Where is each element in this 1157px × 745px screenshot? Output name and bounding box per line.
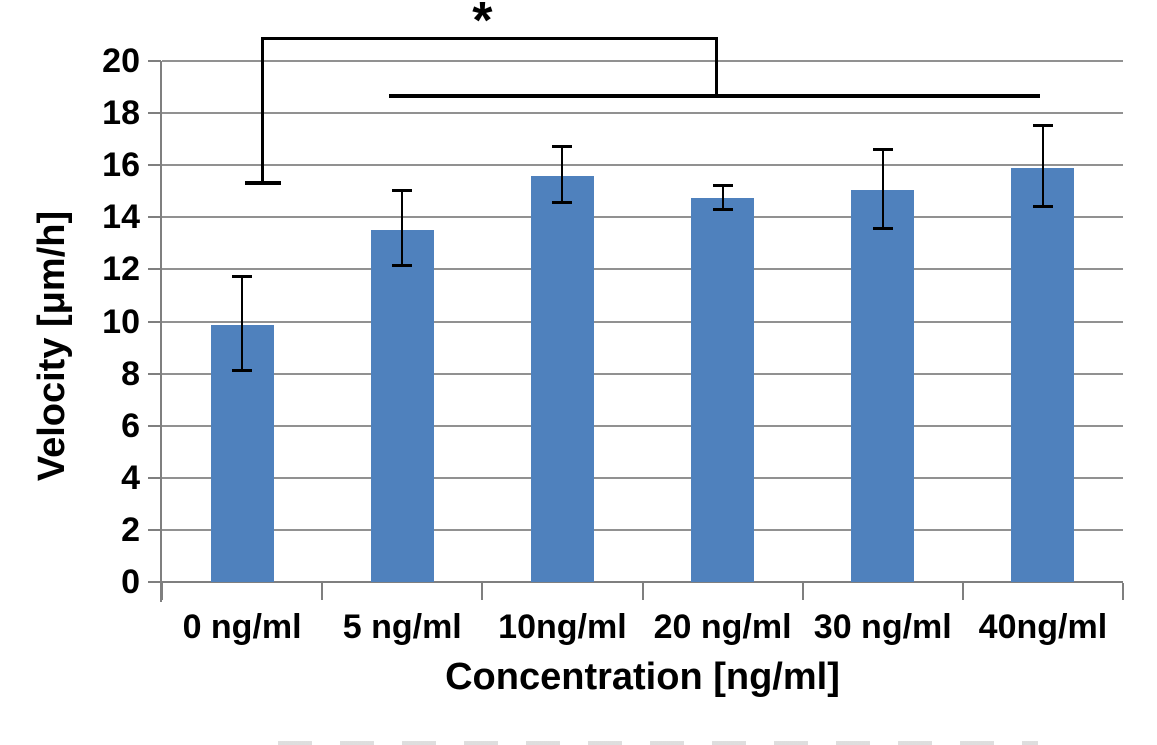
y-axis-tick bbox=[148, 164, 161, 167]
y-axis-line bbox=[160, 61, 162, 602]
x-tick-label: 0 ng/ml bbox=[182, 608, 302, 646]
x-axis-line bbox=[162, 581, 1123, 583]
gridline bbox=[162, 216, 1123, 219]
significance-asterisk: * bbox=[472, 0, 493, 51]
y-tick-label: 14 bbox=[102, 198, 140, 237]
error-bar-cap-top bbox=[1032, 124, 1053, 128]
y-tick-label: 16 bbox=[102, 146, 140, 185]
y-tick-label: 0 bbox=[121, 563, 140, 601]
error-bar-cap-top bbox=[392, 189, 413, 193]
significance-bracket-foot bbox=[244, 181, 281, 186]
x-tick-label: 40ng/ml bbox=[978, 608, 1108, 646]
bar bbox=[1011, 167, 1075, 582]
bar bbox=[851, 189, 915, 582]
y-axis-tick bbox=[148, 320, 161, 323]
x-tick-label: 20 ng/ml bbox=[653, 608, 792, 646]
error-bar-cap-bottom bbox=[552, 200, 573, 204]
y-axis-tick bbox=[148, 424, 161, 427]
x-axis-title: Concentration [ng/ml] bbox=[445, 656, 840, 698]
bar bbox=[530, 175, 594, 582]
gridline bbox=[162, 424, 1123, 427]
y-tick-label: 2 bbox=[121, 510, 140, 549]
y-axis-tick bbox=[148, 216, 161, 219]
plot-area: * bbox=[148, 0, 1124, 602]
x-axis-tick bbox=[641, 583, 644, 600]
error-bar-cap-top bbox=[712, 184, 733, 188]
x-tick-label: 30 ng/ml bbox=[813, 608, 952, 646]
gridline bbox=[162, 112, 1123, 115]
x-axis-tick bbox=[321, 583, 324, 600]
significance-bracket-top bbox=[262, 37, 717, 41]
error-bar-line bbox=[1041, 126, 1044, 207]
y-tick-label: 10 bbox=[102, 302, 140, 341]
y-axis-tick bbox=[148, 476, 161, 479]
y-axis-tick bbox=[148, 372, 161, 375]
x-axis-tick bbox=[801, 583, 804, 600]
significance-bracket-left-drop bbox=[261, 37, 265, 184]
y-axis-tick bbox=[148, 112, 161, 115]
gridline bbox=[162, 320, 1123, 323]
y-axis-tick bbox=[148, 581, 161, 583]
error-bar-cap-bottom bbox=[232, 369, 253, 372]
significance-bracket-right-drop bbox=[715, 37, 719, 97]
y-tick-label: 4 bbox=[121, 458, 140, 497]
y-axis-tick bbox=[148, 60, 161, 62]
x-axis-tick bbox=[1122, 583, 1124, 600]
y-tick-label: 20 bbox=[102, 42, 140, 80]
gridline bbox=[162, 60, 1123, 62]
error-bar-cap-top bbox=[552, 144, 573, 148]
x-axis-tick bbox=[961, 583, 964, 600]
cropped-caption-strip bbox=[278, 741, 1038, 745]
y-tick-label: 12 bbox=[102, 250, 140, 289]
x-tick-label: 10ng/ml bbox=[498, 608, 627, 646]
error-bar-line bbox=[721, 186, 724, 210]
error-bar-line bbox=[881, 149, 884, 230]
error-bar-line bbox=[561, 146, 564, 203]
error-bar-cap-bottom bbox=[1032, 204, 1053, 208]
y-axis-tick bbox=[148, 528, 161, 531]
gridline bbox=[162, 372, 1123, 375]
error-bar-cap-top bbox=[872, 147, 893, 151]
error-bar-cap-bottom bbox=[392, 263, 413, 267]
error-bar-cap-bottom bbox=[872, 227, 893, 231]
y-tick-label: 18 bbox=[102, 94, 140, 133]
error-bar-cap-top bbox=[232, 275, 253, 279]
x-axis-tick bbox=[481, 583, 484, 600]
y-axis-tick bbox=[148, 268, 161, 271]
y-tick-label: 6 bbox=[121, 406, 140, 445]
y-tick-label: 8 bbox=[121, 354, 140, 393]
bar bbox=[370, 230, 434, 582]
gridline bbox=[162, 476, 1123, 479]
significance-underline bbox=[389, 93, 1040, 99]
gridline bbox=[162, 268, 1123, 271]
error-bar-line bbox=[401, 191, 404, 266]
bar bbox=[691, 197, 755, 582]
gridline bbox=[162, 164, 1123, 167]
error-bar-cap-bottom bbox=[712, 207, 733, 211]
gridline bbox=[162, 528, 1123, 531]
error-bar-line bbox=[241, 277, 244, 371]
x-axis-tick bbox=[161, 583, 163, 600]
x-tick-label: 5 ng/ml bbox=[342, 608, 462, 646]
